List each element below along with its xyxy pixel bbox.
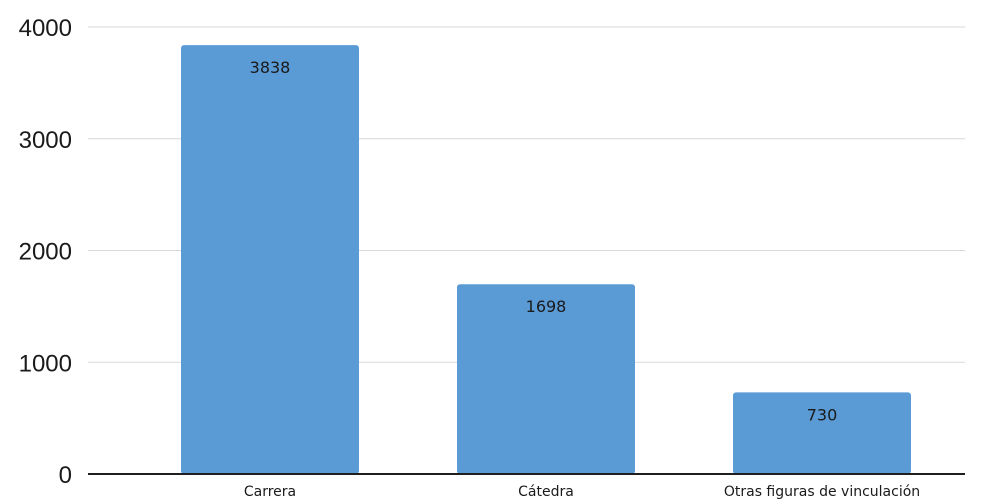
y-tick-label-1000: 1000 xyxy=(19,350,72,377)
y-tick-label-2000: 2000 xyxy=(19,239,72,266)
data-label-3: 730 xyxy=(807,405,838,424)
x-axis-ticks: Carrera Cátedra Otras figuras de vinculaci… xyxy=(244,484,920,499)
bars xyxy=(181,45,911,474)
x-tick-label-1: Carrera xyxy=(244,484,296,499)
bar-3 xyxy=(733,392,911,474)
x-tick-label-3: Otras figuras de vinculación xyxy=(724,484,920,499)
y-tick-label-3000: 3000 xyxy=(19,127,72,154)
data-label-2: 1698 xyxy=(526,297,567,316)
bar-2 xyxy=(457,284,635,474)
data-labels: 3838 1698 730 xyxy=(250,58,838,424)
y-axis-ticks: 0 1000 2000 3000 4000 xyxy=(19,15,72,489)
y-tick-label-4000: 4000 xyxy=(19,15,72,42)
y-tick-label-0: 0 xyxy=(59,462,72,489)
bar-1 xyxy=(181,45,359,474)
data-label-1: 3838 xyxy=(250,58,291,77)
x-tick-label-2: Cátedra xyxy=(518,484,574,499)
